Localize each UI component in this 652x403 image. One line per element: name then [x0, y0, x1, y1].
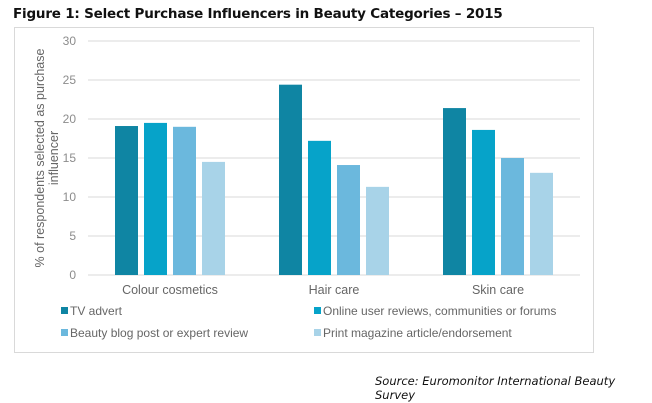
- bars: [115, 84, 553, 276]
- bar: [144, 122, 167, 276]
- legend-item: TV advert: [61, 304, 123, 318]
- x-category-label: Hair care: [309, 283, 360, 297]
- y-axis-ticks: 0 5 10 15 20 25 30: [63, 34, 77, 282]
- bar: [337, 165, 360, 275]
- bar: [366, 186, 389, 275]
- y-axis-title: % of respondents selected as purchaseinf…: [33, 49, 61, 268]
- y-tick-label: 30: [63, 34, 77, 48]
- legend-label: Print magazine article/endorsement: [323, 326, 512, 340]
- y-axis-title-line: influencer: [47, 131, 61, 185]
- x-axis-categories: Colour cosmetics Hair care Skin care: [122, 283, 524, 297]
- y-tick-label: 0: [69, 268, 76, 282]
- legend-label: Beauty blog post or expert review: [70, 326, 248, 340]
- legend-swatch: [314, 329, 321, 336]
- legend-item: Online user reviews, communities or foru…: [314, 304, 556, 318]
- legend-label: TV advert: [70, 304, 123, 318]
- bar: [279, 84, 302, 276]
- y-axis-label: % of respondents selected as purchaseinf…: [33, 49, 61, 268]
- legend-swatch: [61, 329, 68, 336]
- x-category-label: Colour cosmetics: [122, 283, 218, 297]
- bar: [115, 126, 138, 276]
- legend-swatch: [61, 307, 68, 314]
- gridlines: [88, 40, 580, 276]
- bar: [501, 158, 524, 275]
- y-axis-title-line: % of respondents selected as purchase: [33, 49, 47, 268]
- x-category-label: Skin care: [472, 283, 524, 297]
- figure-title: Figure 1: Select Purchase Influencers in…: [13, 6, 503, 22]
- y-tick-label: 15: [63, 151, 77, 165]
- bar: [472, 129, 495, 275]
- bar: [530, 172, 553, 275]
- chart-frame: [14, 27, 594, 353]
- bar: [173, 126, 196, 275]
- legend-item: Beauty blog post or expert review: [61, 326, 248, 340]
- bar: [308, 140, 331, 275]
- bar: [202, 161, 225, 275]
- legend-item: Print magazine article/endorsement: [314, 326, 512, 340]
- y-tick-label: 5: [69, 229, 76, 243]
- legend-label: Online user reviews, communities or foru…: [323, 304, 556, 318]
- y-tick-label: 20: [63, 112, 77, 126]
- source-note: Source: Euromonitor International Beauty…: [375, 374, 616, 402]
- bar: [443, 108, 466, 275]
- legend-swatch: [314, 307, 321, 314]
- y-tick-label: 25: [63, 73, 77, 87]
- legend: TV advert Online user reviews, communitie…: [61, 304, 556, 340]
- y-tick-label: 10: [63, 190, 77, 204]
